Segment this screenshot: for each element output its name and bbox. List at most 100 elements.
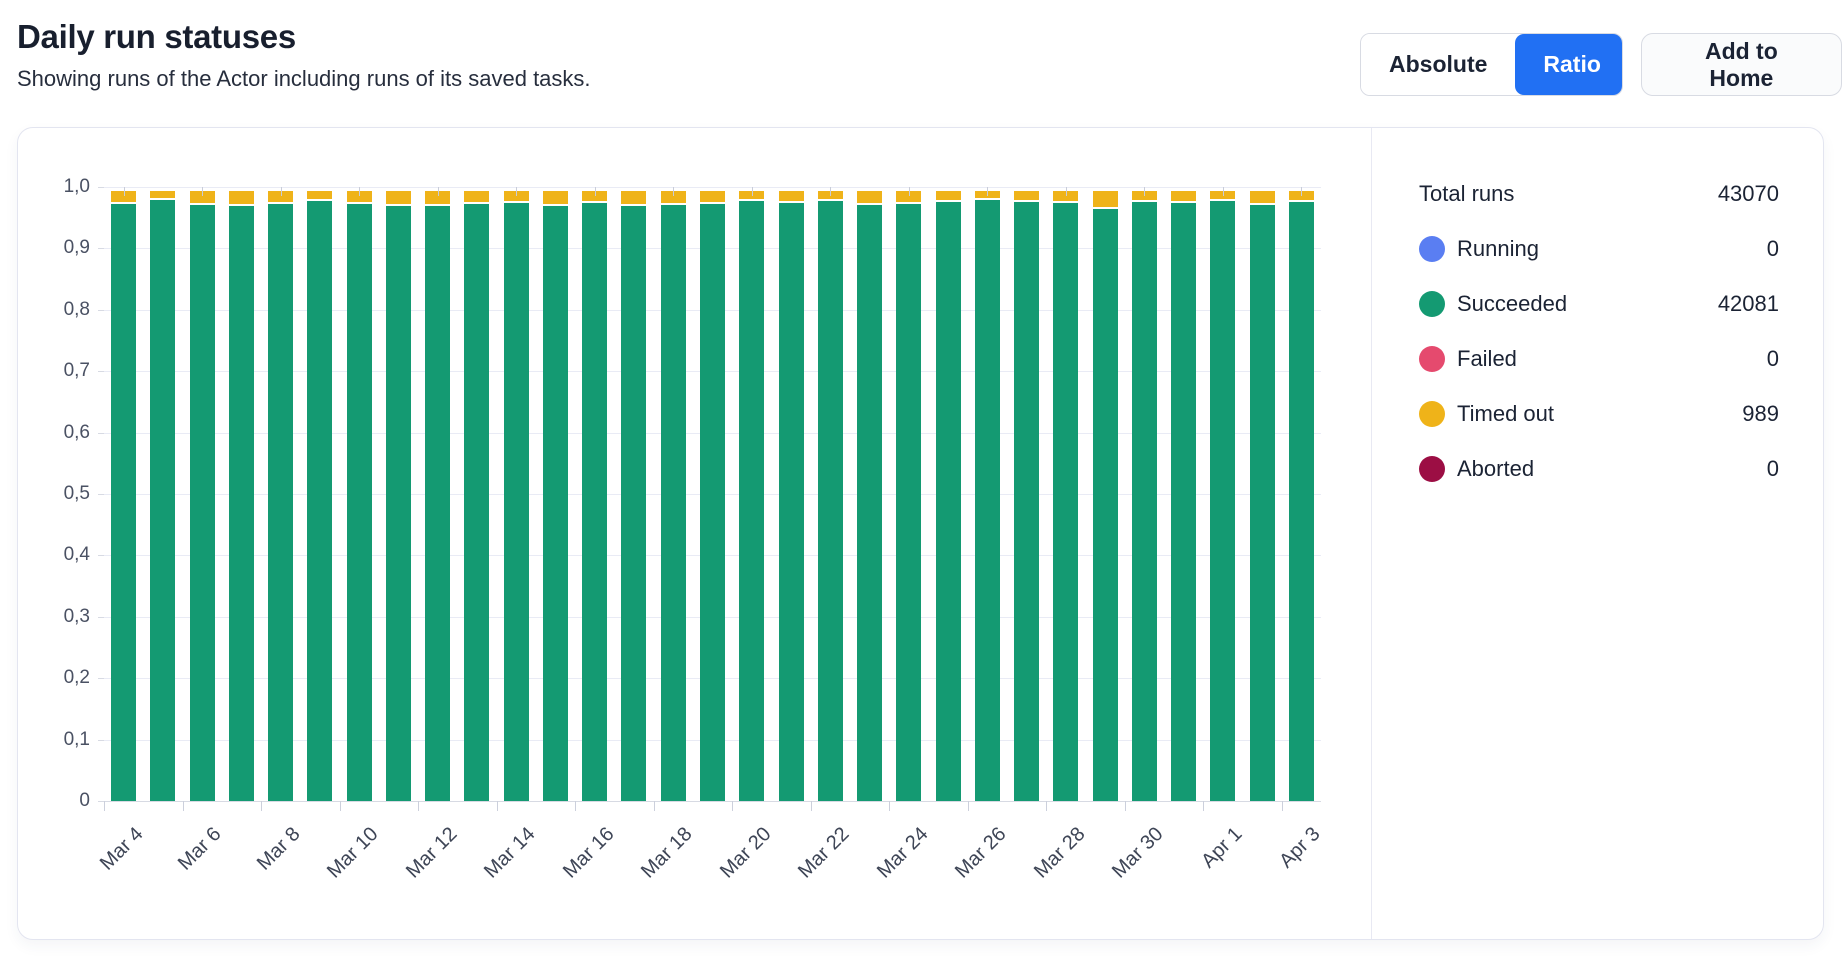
bar-segment-succeeded[interactable]	[817, 201, 843, 801]
stacked-bar[interactable]	[307, 191, 333, 801]
stacked-bar[interactable]	[582, 191, 608, 801]
bar-segment-succeeded[interactable]	[228, 205, 254, 801]
ratio-button[interactable]: Ratio	[1515, 34, 1622, 95]
bar-segment-divider	[1053, 201, 1079, 204]
stacked-bar[interactable]	[189, 191, 215, 801]
bar-segment-timed-out[interactable]	[621, 191, 647, 205]
bar-segment-timed-out[interactable]	[1249, 191, 1275, 203]
bar-segment-succeeded[interactable]	[1131, 201, 1157, 801]
stacked-bar[interactable]	[817, 191, 843, 801]
stacked-bar[interactable]	[935, 191, 961, 801]
stacked-bar[interactable]	[268, 191, 294, 801]
stacked-bar[interactable]	[857, 191, 883, 801]
stacked-bar[interactable]	[1092, 191, 1118, 801]
bar-segment-timed-out[interactable]	[307, 191, 333, 199]
bar-segment-succeeded[interactable]	[268, 203, 294, 801]
bar-segment-timed-out[interactable]	[385, 191, 411, 205]
absolute-button[interactable]: Absolute	[1361, 34, 1516, 95]
stacked-bar[interactable]	[503, 191, 529, 801]
bar-segment-succeeded[interactable]	[935, 201, 961, 801]
bar-segment-succeeded[interactable]	[739, 200, 765, 801]
stacked-bar[interactable]	[150, 191, 176, 801]
stacked-bar[interactable]	[739, 191, 765, 801]
bar-segment-timed-out[interactable]	[189, 191, 215, 203]
y-axis-label: 0,5	[63, 483, 90, 504]
bar-segment-succeeded[interactable]	[582, 202, 608, 801]
bar-segment-timed-out[interactable]	[700, 191, 725, 202]
bar-segment-timed-out[interactable]	[1092, 191, 1118, 208]
bar-segment-succeeded[interactable]	[857, 204, 883, 801]
bar-segment-succeeded[interactable]	[1014, 201, 1040, 801]
bar-segment-succeeded[interactable]	[346, 204, 372, 801]
bar-segment-succeeded[interactable]	[542, 205, 568, 801]
bar-segment-timed-out[interactable]	[1014, 191, 1040, 200]
stacked-bar[interactable]	[1249, 191, 1275, 801]
bar-segment-timed-out[interactable]	[778, 191, 804, 202]
bar-segment-timed-out[interactable]	[542, 191, 568, 204]
stacked-bar[interactable]	[385, 191, 411, 801]
bar-segment-timed-out[interactable]	[268, 191, 294, 202]
stacked-bar[interactable]	[1053, 191, 1079, 801]
bar-segment-succeeded[interactable]	[1210, 201, 1236, 801]
x-axis-label: Mar 12	[401, 823, 462, 883]
stacked-bar[interactable]	[542, 191, 568, 801]
bar-segment-succeeded[interactable]	[700, 203, 725, 801]
bar-segment-timed-out[interactable]	[346, 191, 372, 203]
bar-segment-succeeded[interactable]	[621, 206, 647, 801]
stacked-bar[interactable]	[1210, 191, 1236, 801]
stacked-bar[interactable]	[621, 191, 647, 801]
bar-segment-succeeded[interactable]	[1249, 204, 1275, 801]
gridline	[104, 801, 1321, 802]
bar-segment-succeeded[interactable]	[660, 204, 686, 801]
bar-segment-timed-out[interactable]	[425, 191, 451, 204]
legend-row: Failed 0	[1419, 331, 1779, 386]
bar-segment-succeeded[interactable]	[503, 203, 529, 801]
bar-segment-timed-out[interactable]	[150, 191, 176, 199]
x-axis-tick	[1046, 801, 1048, 811]
bar-segment-succeeded[interactable]	[1092, 209, 1118, 801]
y-axis-label: 0	[79, 790, 90, 811]
bar-segment-succeeded[interactable]	[896, 203, 922, 801]
stacked-bar[interactable]	[111, 191, 137, 801]
bar-segment-divider	[346, 202, 372, 205]
stacked-bar[interactable]	[228, 191, 254, 801]
bar-segment-timed-out[interactable]	[896, 191, 922, 202]
bar-segment-succeeded[interactable]	[1053, 203, 1079, 801]
y-axis-tick	[98, 309, 104, 311]
stacked-bar[interactable]	[1288, 191, 1314, 801]
bar-segment-timed-out[interactable]	[660, 191, 686, 203]
bar-segment-timed-out[interactable]	[111, 191, 137, 203]
bar-segment-succeeded[interactable]	[307, 200, 333, 801]
bar-segment-succeeded[interactable]	[425, 205, 451, 801]
stacked-bar[interactable]	[974, 191, 1000, 801]
bar-segment-timed-out[interactable]	[228, 191, 254, 204]
bar-segment-succeeded[interactable]	[1288, 201, 1314, 801]
bar-segment-succeeded[interactable]	[111, 204, 137, 801]
add-to-home-button[interactable]: Add to Home	[1640, 33, 1842, 96]
bar-segment-succeeded[interactable]	[778, 203, 804, 801]
bar-segment-timed-out[interactable]	[1053, 191, 1079, 202]
stacked-bar[interactable]	[896, 191, 922, 801]
bar-segment-succeeded[interactable]	[189, 204, 215, 801]
bar-segment-succeeded[interactable]	[1171, 203, 1197, 801]
bar-segment-succeeded[interactable]	[385, 206, 411, 801]
stacked-bar[interactable]	[660, 191, 686, 801]
stacked-bar[interactable]	[1171, 191, 1197, 801]
bar-segment-divider	[111, 202, 137, 205]
stacked-bar[interactable]	[1131, 191, 1157, 801]
bar-segment-timed-out[interactable]	[464, 191, 490, 203]
stacked-bar[interactable]	[700, 191, 725, 801]
bar-segment-succeeded[interactable]	[974, 200, 1000, 801]
bar-segment-timed-out[interactable]	[1171, 191, 1197, 202]
bar-segment-timed-out[interactable]	[503, 191, 529, 202]
bar-segment-timed-out[interactable]	[857, 191, 883, 203]
stacked-bar[interactable]	[778, 191, 804, 801]
x-axis-label: Apr 1	[1197, 823, 1247, 873]
bar-segment-succeeded[interactable]	[464, 204, 490, 801]
bar-segment-succeeded[interactable]	[150, 200, 176, 801]
bar-segment-timed-out[interactable]	[935, 191, 961, 200]
stacked-bar[interactable]	[425, 191, 451, 801]
stacked-bar[interactable]	[346, 191, 372, 801]
stacked-bar[interactable]	[464, 191, 490, 801]
stacked-bar[interactable]	[1014, 191, 1040, 801]
